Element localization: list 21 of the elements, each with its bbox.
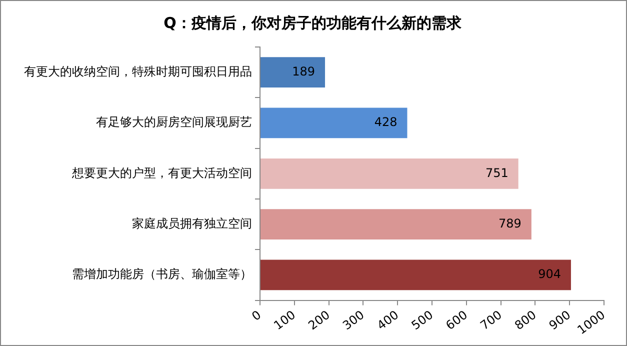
chart-title: Q：疫情后，你对房子的功能有什么新的需求 <box>164 14 462 32</box>
x-tick-label: 100 <box>271 308 298 333</box>
x-tick-label: 400 <box>374 308 402 333</box>
data-label: 904 <box>538 267 561 282</box>
y-tick-label: 有足够大的厨房空间展现厨艺 <box>96 115 252 130</box>
x-tick-label: 300 <box>340 308 367 333</box>
x-tick-label: 600 <box>443 308 470 333</box>
y-tick-label: 需增加功能房（书房、瑜伽室等） <box>72 267 252 282</box>
data-label: 189 <box>292 64 316 78</box>
y-tick-label: 想要更大的户型，有更大活动空间 <box>71 166 252 180</box>
x-tick-label: 0 <box>249 308 264 324</box>
data-label: 789 <box>498 216 522 230</box>
x-tick-label: 700 <box>478 308 504 333</box>
y-tick-label: 有更大的收纳空间，特殊时期可囤积日用品 <box>24 64 252 78</box>
x-tick-label: 200 <box>306 308 332 333</box>
data-label: 751 <box>485 166 508 180</box>
x-tick-label: 500 <box>408 308 436 333</box>
data-label: 428 <box>374 115 398 130</box>
x-tick-label: 900 <box>546 308 574 333</box>
x-tick-label: 800 <box>512 308 539 333</box>
y-tick-label: 家庭成员拥有独立空间 <box>132 216 252 230</box>
